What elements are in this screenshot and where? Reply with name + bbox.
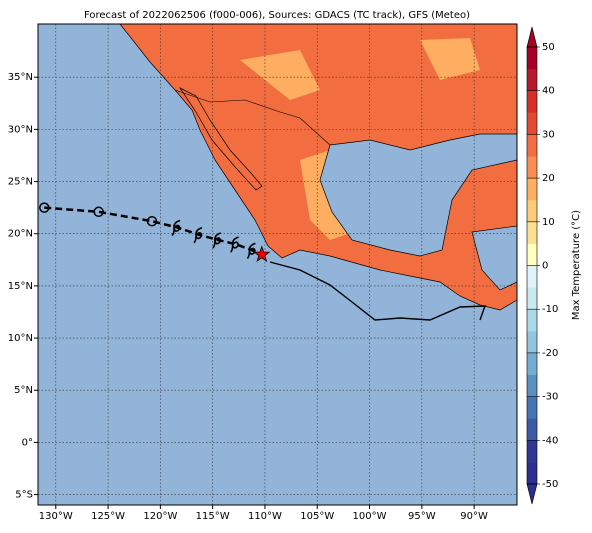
track [39, 202, 271, 263]
y-tick-label: 5°S [15, 490, 33, 501]
forecast-swath-line [269, 261, 487, 321]
x-tick-label: 115°W [196, 511, 230, 522]
colorbar-band [527, 265, 537, 288]
colorbar-band [527, 134, 537, 157]
colorbar-band [527, 331, 537, 354]
colorbar-band [527, 178, 537, 201]
land-warm-patch [240, 38, 480, 240]
colorbar-band [527, 47, 537, 70]
hurricane-symbol [230, 236, 239, 253]
x-tick-label: 120°W [143, 511, 177, 522]
y-tick-label: 0° [22, 437, 33, 448]
hurricane-symbol [193, 226, 203, 244]
colorbar-tick-label: -40 [542, 435, 558, 446]
x-tick-label: 105°W [300, 511, 334, 522]
map-frame [37, 23, 518, 506]
colorbar-band [527, 112, 537, 135]
axes: 130°W 125°W 120°W 115°W 110°W 105°W 100°W 95°W 9… [8, 72, 488, 522]
y-tick-label: 25°N [8, 177, 33, 188]
x-tick-label: 130°W [39, 511, 73, 522]
track-point [93, 206, 104, 218]
hurricane-symbol [212, 232, 222, 249]
colorbar-band [527, 462, 537, 485]
colorbar-band [527, 68, 537, 91]
colorbar-tick-label: -30 [542, 392, 558, 403]
colorbar-tick-label: 0 [542, 261, 548, 272]
colorbar-tick-label: 40 [542, 86, 555, 97]
colorbar-band [527, 396, 537, 419]
border [174, 89, 331, 146]
colorbar-extend-bottom [526, 483, 538, 505]
title: Forecast of 2022062506 (f000-006), Sourc… [84, 10, 470, 21]
x-tick-label: 125°W [91, 511, 125, 522]
colorbar-band [527, 90, 537, 113]
colorbar-band [527, 309, 537, 332]
track-line [44, 206, 263, 256]
colorbar-band [527, 156, 537, 179]
x-tick-label: 90°W [460, 511, 488, 522]
hurricane-symbol [171, 219, 181, 237]
colorbar-band [527, 418, 537, 441]
colorbar-band [527, 352, 537, 376]
colorbar-band [527, 374, 537, 397]
colorbar: -50 -40 -30 -20 -10 0 10 20 30 40 50 [526, 26, 558, 505]
y-tick-label: 5°N [14, 385, 33, 396]
grid [38, 24, 517, 505]
track-point [39, 202, 50, 213]
colorbar-tick-label: 30 [542, 129, 555, 140]
y-tick-label: 10°N [8, 333, 33, 344]
colorbar-tick-label: 20 [542, 173, 555, 184]
colorbar-label: Max Temperature (°C) [571, 210, 582, 320]
track-point [146, 215, 158, 227]
colorbar-extend-top [526, 26, 538, 48]
colorbar-band [527, 243, 537, 266]
y-tick-label: 20°N [8, 229, 33, 240]
baja-peninsula [178, 87, 263, 191]
colorbar-band [527, 440, 537, 463]
colorbar-band [527, 199, 537, 223]
colorbar-tick-label: -10 [542, 304, 558, 315]
x-tick-label: 110°W [248, 511, 282, 522]
y-tick-label: 15°N [8, 281, 33, 292]
colorbar-tick-label: -20 [542, 348, 558, 359]
y-tick-label: 30°N [8, 124, 33, 135]
colorbar-tick-label: -50 [542, 479, 558, 490]
colorbar-band [527, 287, 537, 310]
current-position [253, 245, 271, 263]
colorbar-tick-label: 50 [542, 42, 555, 53]
x-tick-label: 100°W [353, 511, 387, 522]
colorbar-band [527, 221, 537, 244]
colorbar-tick-label: 10 [542, 217, 555, 228]
y-tick-label: 35°N [8, 72, 33, 83]
map-area [38, 24, 517, 505]
x-tick-label: 95°W [408, 511, 436, 522]
hurricane-symbol [246, 242, 256, 259]
